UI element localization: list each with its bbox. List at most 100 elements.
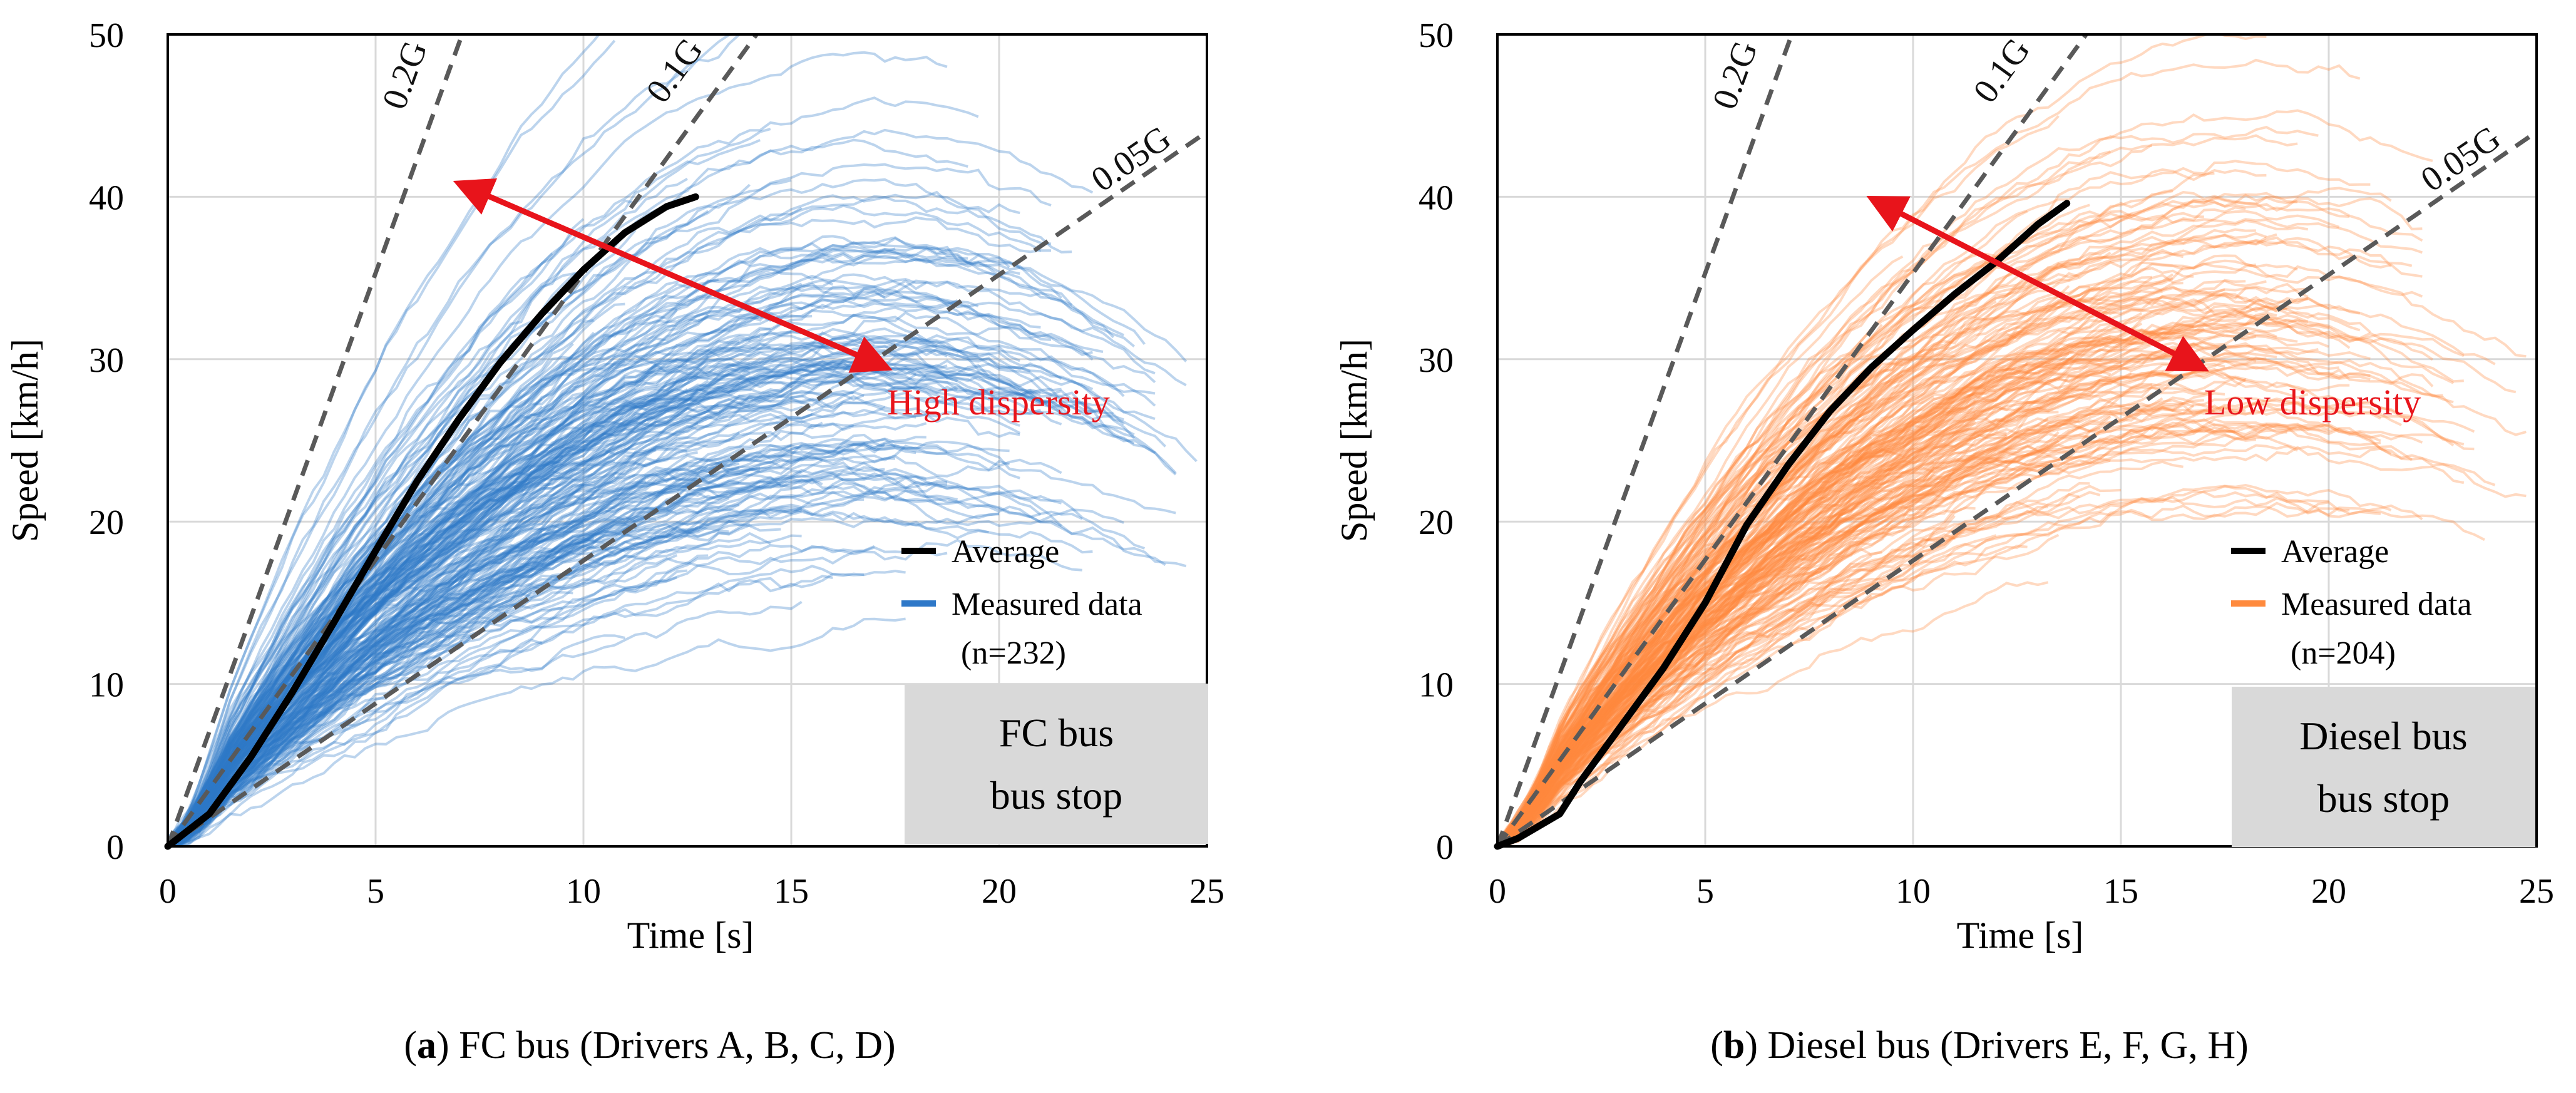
legend-label-average: Average: [2281, 534, 2389, 570]
measured-trace: [1497, 533, 2060, 843]
measured-trace: [1497, 527, 1976, 846]
measured-trace: [1497, 490, 2423, 846]
measured-trace: [168, 508, 802, 846]
measured-trace: [168, 526, 699, 846]
y-axis-label: Speed [km/h]: [1333, 339, 1375, 542]
measured-trace: [1497, 339, 2101, 846]
measured-trace: [168, 389, 854, 846]
x-tick-label: 15: [2103, 872, 2138, 911]
measured-trace: [1497, 425, 2235, 846]
measured-trace: [1497, 490, 1935, 846]
measured-trace: [168, 353, 865, 846]
measured-trace: [1497, 495, 2080, 846]
measured-trace: [168, 355, 709, 844]
measured-trace: [168, 472, 1083, 846]
measured-trace: [1497, 534, 1997, 845]
measured-trace: [1497, 351, 1935, 846]
measured-trace: [1497, 424, 2413, 843]
bus-type-box-line: bus stop: [2317, 776, 2450, 821]
reference-line-label: 0.05G: [2414, 118, 2507, 200]
measured-trace: [168, 497, 730, 846]
measured-trace: [1497, 439, 2060, 846]
measured-trace: [168, 470, 802, 846]
measured-trace: [168, 447, 854, 846]
measured-trace: [168, 421, 698, 846]
measured-trace: [168, 359, 1052, 846]
measured-trace: [1497, 372, 1873, 846]
measured-trace: [168, 516, 1093, 846]
measured-trace: [168, 438, 948, 842]
measured-trace: [168, 520, 781, 842]
measured-trace: [1497, 371, 2183, 846]
measured-trace: [168, 523, 750, 843]
measured-trace: [168, 391, 1020, 846]
measured-trace: [1497, 358, 2454, 846]
measured-trace: [1497, 501, 2350, 846]
measured-trace: [168, 472, 948, 846]
measured-trace: [1497, 421, 1977, 841]
y-tick-label: 0: [106, 828, 124, 867]
plot-frame: [167, 33, 1208, 848]
measured-trace: [1497, 362, 2205, 846]
measured-trace: [168, 600, 803, 843]
reference-line-label: 0.1G: [1966, 31, 2038, 110]
measured-trace: [1497, 551, 1882, 846]
measured-trace: [1497, 411, 2059, 846]
measured-trace: [168, 506, 989, 846]
panel-caption: (a) FC bus (Drivers A, B, C, D): [404, 1024, 895, 1067]
measured-trace: [1497, 418, 2465, 846]
legend-label-measured: Measured data: [952, 587, 1142, 622]
legend-sample-count: (n=204): [2291, 635, 2396, 671]
measured-trace: [1497, 379, 2101, 846]
measured-trace: [168, 374, 1062, 846]
measured-trace: [168, 379, 709, 846]
measured-trace: [168, 398, 543, 846]
measured-trace: [168, 342, 1198, 846]
measured-trace: [1497, 436, 2008, 846]
y-tick-label: 40: [89, 178, 124, 217]
measured-trace: [168, 531, 771, 846]
measured-trace: [168, 350, 1136, 845]
measured-trace: [1497, 418, 2049, 844]
measured-trace: [1497, 419, 2381, 843]
measured-trace: [1497, 369, 2112, 846]
dispersity-annotation: Low dispersity: [2204, 382, 2421, 423]
panel-caption-text: Diesel bus (Drivers E, F, G, H): [1768, 1024, 2249, 1067]
measured-trace: [168, 449, 657, 846]
measured-trace: [168, 378, 1062, 844]
measured-trace: [1497, 324, 1883, 846]
measured-traces: [168, 34, 1198, 846]
measured-trace: [168, 565, 906, 845]
measured-trace: [1497, 536, 1956, 846]
measured-trace: [1497, 443, 2049, 843]
x-tick-label: 20: [2311, 872, 2346, 911]
measured-trace: [168, 413, 1020, 846]
y-tick-label: 30: [89, 341, 124, 380]
measured-trace: [1497, 506, 2048, 844]
reference-lines: [168, 34, 1207, 846]
measured-trace: [1497, 391, 1997, 845]
measured-trace: [1497, 415, 2112, 846]
legend-label-average: Average: [952, 534, 1059, 570]
measured-trace: [168, 465, 885, 846]
measured-trace: [168, 466, 740, 846]
measured-trace: [168, 384, 1041, 846]
measured-trace: [168, 364, 1177, 846]
measured-trace: [168, 338, 1062, 846]
measured-trace: [168, 366, 751, 846]
x-tick-label: 10: [1896, 872, 1931, 911]
measured-trace: [1497, 399, 2204, 846]
y-tick-label: 50: [89, 16, 124, 55]
dispersion-arrow: [1866, 196, 2209, 372]
y-tick-label: 0: [1436, 828, 1454, 867]
x-tick-label: 15: [774, 872, 809, 911]
measured-trace: [168, 484, 585, 844]
measured-trace: [168, 450, 688, 846]
measured-trace: [168, 346, 771, 846]
measured-trace: [168, 534, 802, 846]
measured-trace: [168, 360, 854, 846]
x-tick-label: 10: [566, 872, 601, 911]
measured-trace: [1497, 427, 2101, 842]
measured-trace: [168, 138, 761, 846]
